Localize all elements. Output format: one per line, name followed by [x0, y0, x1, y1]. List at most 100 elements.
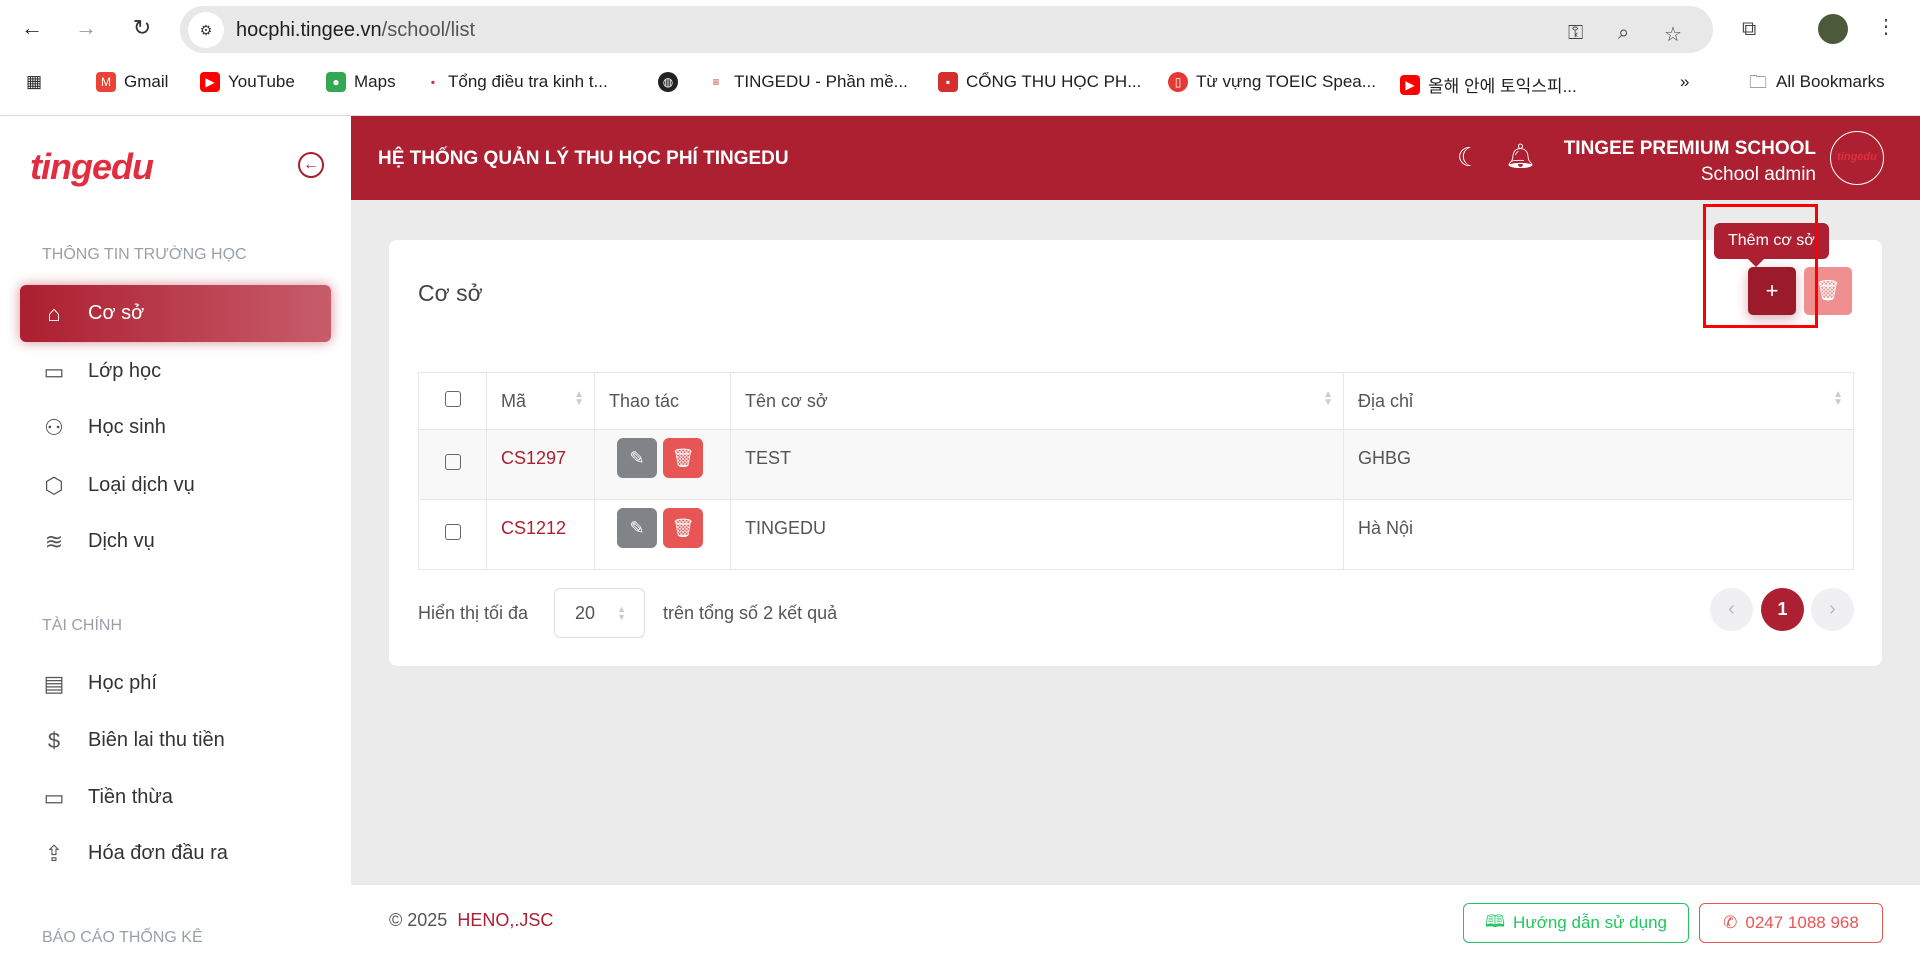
page-size-select[interactable]: 20 ▲ ▼ [554, 588, 645, 638]
address-bar[interactable]: ⚙ hocphi.tingee.vn/school/list ⚿ ⌕ ☆ [180, 6, 1713, 53]
dark-mode-icon[interactable]: ☾ [1457, 142, 1481, 172]
sort-icon: ▲ ▼ [574, 388, 584, 408]
column-ten-co-so[interactable]: Tên cơ sở ▲ ▼ [730, 372, 1344, 430]
bookmark-tingedu[interactable]: ≡ TINGEDU - Phần mề... [712, 72, 908, 91]
upload-icon: ⇪ [44, 840, 64, 866]
bookmark-korean[interactable]: ▶ 올해 안에 토익스피... [1400, 72, 1577, 97]
avatar[interactable]: tingedu [1830, 131, 1884, 185]
section-school-info: THÔNG TIN TRƯỜNG HỌC [42, 246, 247, 263]
delete-button[interactable]: 🗑︎ [663, 508, 703, 548]
user-info: TINGEE PREMIUM SCHOOL School admin [1564, 138, 1816, 186]
tooltip-arrow [1748, 259, 1764, 267]
star-icon[interactable]: ☆ [1664, 24, 1682, 46]
bookmark-gmail[interactable]: M Gmail [96, 72, 168, 92]
section-reports: BÁO CÁO THỐNG KÊ [42, 929, 203, 946]
footer: © 2025 HENO,.JSC 🕮 Hướng dẫn sử dụng ✆ 024… [351, 885, 1920, 955]
url-host: hocphi.tingee.vn [236, 19, 382, 41]
sidebar-item-hoc-phi[interactable]: ▤ Học phí [20, 655, 331, 712]
system-title: HỆ THỐNG QUẢN LÝ THU HỌC PHÍ TINGEDU [378, 148, 789, 169]
delete-button[interactable]: 🗑︎ [663, 438, 703, 478]
column-ma[interactable]: Mã ▲ ▼ [486, 372, 595, 430]
co-so-card: Cơ sở Thêm cơ sở + 🗑︎ Mã ▲ ▼ Thao tác Tên … [389, 204, 1882, 666]
collapse-sidebar-button[interactable]: ← [298, 152, 324, 178]
tingedu-logo: tingedu [30, 146, 154, 187]
profile-avatar[interactable] [1818, 14, 1848, 44]
sort-icon: ▲ ▼ [1323, 388, 1333, 408]
forward-button[interactable]: → [75, 15, 97, 40]
users-icon: ⚇ [44, 414, 64, 440]
phone-icon: ✆ [1723, 913, 1738, 932]
reload-button[interactable]: ↻ [132, 15, 152, 40]
table-header-row: Mã ▲ ▼ Thao tác Tên cơ sở ▲ ▼ Địa chỉ ▲ ▼ [418, 372, 1854, 430]
dollar-icon: $ [47, 727, 61, 753]
bookmark-cong-thu[interactable]: ▪ CỔNG THU HỌC PH... [938, 72, 1141, 92]
co-so-table: Mã ▲ ▼ Thao tác Tên cơ sở ▲ ▼ Địa chỉ ▲ ▼ CS12… [418, 372, 1854, 570]
sidebar-item-co-so[interactable]: ⌂ Cơ sở [20, 285, 331, 342]
browser-toolbar: ← → ↻ ⚙ hocphi.tingee.vn/school/list ⚿ ⌕… [0, 0, 1920, 116]
zoom-icon[interactable]: ⌕ [1618, 22, 1630, 44]
table-row: CS1212 ✎ 🗑︎ TINGEDU Hà Nội [418, 499, 1854, 570]
row-name: TEST [730, 429, 1344, 500]
all-bookmarks[interactable]: 🗀 All Bookmarks [1749, 72, 1885, 92]
globe-icon[interactable]: ◍ [658, 72, 678, 92]
page-size-label: Hiển thị tối đa [418, 603, 529, 623]
column-dia-chi[interactable]: Địa chỉ ▲ ▼ [1343, 372, 1854, 430]
sort-icon: ▲ ▼ [1833, 388, 1843, 408]
app-header: HỆ THỐNG QUẢN LÝ THU HỌC PHÍ TINGEDU ☾ 🔔… [351, 116, 1920, 200]
total-results: trên tổng số 2 kết quả [663, 603, 838, 623]
row-code[interactable]: CS1297 [486, 429, 595, 500]
home-icon: ⌂ [47, 300, 61, 326]
back-button[interactable]: ← [21, 15, 43, 40]
company-link[interactable]: HENO,.JSC [457, 910, 554, 930]
bookmark-maps[interactable]: ● Maps [326, 72, 396, 92]
next-page-button[interactable]: › [1811, 588, 1854, 631]
extensions-icon[interactable]: ⧉ [1742, 18, 1757, 40]
apps-icon[interactable]: ▦ [26, 72, 43, 91]
book-icon: 🕮 [1485, 911, 1506, 931]
sidebar-item-loai-dich-vu[interactable]: ⬡ Loại dịch vụ [20, 457, 331, 514]
menu-icon[interactable]: ⋮ [1876, 16, 1896, 38]
user-guide-button[interactable]: 🕮 Hướng dẫn sử dụng [1463, 903, 1689, 943]
layers-icon: ≋ [44, 528, 64, 554]
box-icon: ⬡ [44, 472, 64, 498]
row-checkbox[interactable] [444, 524, 461, 540]
table-row: CS1297 ✎ 🗑︎ TEST GHBG [418, 429, 1854, 500]
column-thao-tac: Thao tác [594, 372, 731, 430]
sidebar-item-lop-hoc[interactable]: ▭ Lớp học [20, 343, 331, 400]
sidebar-item-dich-vu[interactable]: ≋ Dịch vụ [20, 513, 331, 570]
edit-button[interactable]: ✎ [617, 508, 657, 548]
row-address: Hà Nội [1343, 499, 1854, 570]
phone-button[interactable]: ✆ 0247 1088 968 [1699, 903, 1883, 943]
row-code[interactable]: CS1212 [486, 499, 595, 570]
sidebar-item-tien-thua[interactable]: ▭ Tiền thừa [20, 769, 331, 826]
school-name: TINGEE PREMIUM SCHOOL [1563, 138, 1816, 159]
bell-icon[interactable]: 🔔︎ [1505, 143, 1536, 170]
bookmark-toeic[interactable]: ▯ Từ vựng TOEIC Spea... [1168, 72, 1376, 92]
prev-page-button[interactable]: ‹ [1710, 588, 1753, 631]
bookmark-tong-dieu-tra[interactable]: ▪ Tổng điều tra kinh t... [430, 72, 608, 91]
page-1-button[interactable]: 1 [1761, 588, 1804, 631]
document-icon: ▤ [43, 670, 65, 696]
sidebar-item-hoa-don[interactable]: ⇪ Hóa đơn đầu ra [20, 825, 331, 882]
row-checkbox[interactable] [444, 454, 461, 470]
add-tooltip: Thêm cơ sở [1714, 223, 1829, 259]
highlight-box [1703, 204, 1818, 328]
sidebar: tingedu ← THÔNG TIN TRƯỜNG HỌC ⌂ Cơ sở ▭ L… [0, 116, 351, 955]
briefcase-icon: ▭ [43, 358, 65, 384]
sidebar-item-hoc-sinh[interactable]: ⚇ Học sinh [20, 399, 331, 456]
add-co-so-button[interactable]: + [1748, 267, 1796, 315]
section-finance: TÀI CHÍNH [42, 617, 122, 634]
copyright: © 2025 HENO,.JSC [389, 910, 554, 930]
bookmark-youtube[interactable]: ▶ YouTube [200, 72, 295, 92]
select-all-checkbox[interactable] [444, 390, 461, 407]
edit-button[interactable]: ✎ [617, 438, 657, 478]
url-path: /school/list [381, 19, 476, 41]
site-info-icon[interactable]: ⚙ [188, 12, 224, 48]
bookmarks-overflow[interactable]: » [1680, 72, 1690, 91]
credit-card-icon: ▭ [43, 784, 65, 810]
bulk-delete-button[interactable]: 🗑︎ [1804, 267, 1852, 315]
key-icon[interactable]: ⚿ [1568, 22, 1584, 44]
sidebar-item-bien-lai[interactable]: $ Biên lai thu tiền [20, 712, 331, 769]
row-address: GHBG [1343, 429, 1854, 500]
user-role: School admin [1700, 164, 1816, 185]
